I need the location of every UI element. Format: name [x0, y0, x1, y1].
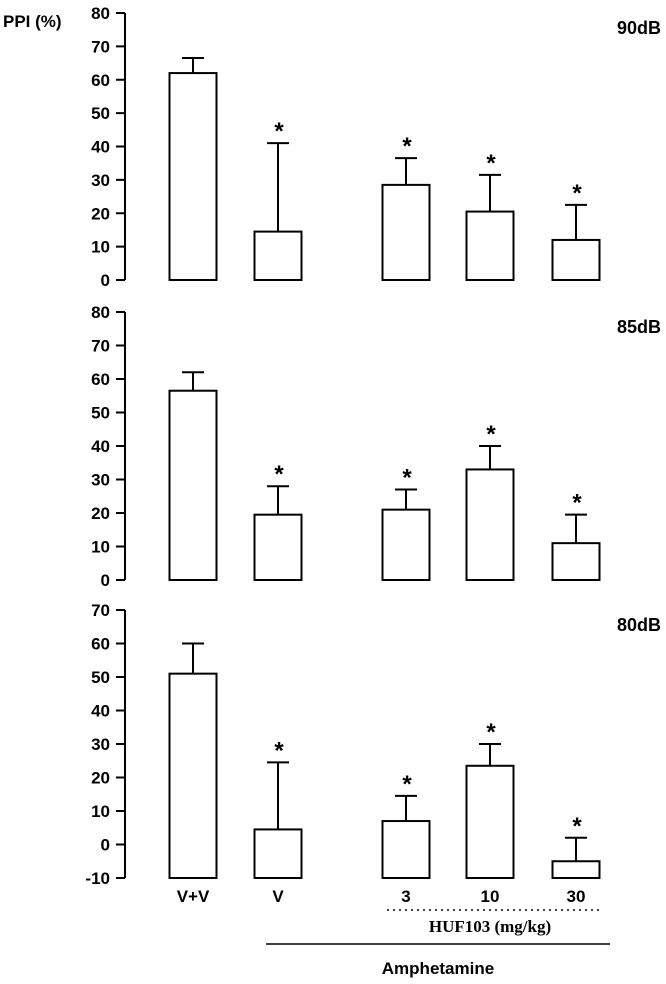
y-tick-label: 20 [91, 504, 110, 523]
y-tick-label: 50 [91, 404, 110, 423]
y-tick-label: 30 [91, 735, 110, 754]
x-label-dose-3: 3 [401, 887, 410, 906]
y-tick-label: 20 [91, 769, 110, 788]
y-tick-label: 70 [91, 337, 110, 356]
bar [465, 468, 515, 582]
y-tick-label: 60 [91, 635, 110, 654]
y-tick-label: 60 [91, 71, 110, 90]
panel-title: 85dB [617, 317, 661, 337]
significance-asterisk: * [402, 133, 412, 160]
panel-90dB: 0 10 20 30 40 50 60 70 80 90dB * * * * [91, 4, 661, 290]
significance-asterisk: * [572, 490, 582, 517]
significance-asterisk: * [572, 180, 582, 207]
panel-80dB: -10 0 10 20 30 40 50 60 70 80dB * * * * [85, 601, 661, 888]
panel-title: 80dB [617, 615, 661, 635]
y-tick-label: 40 [91, 437, 110, 456]
bar [253, 828, 303, 879]
significance-asterisk: * [274, 461, 284, 488]
y-tick-label: 20 [91, 204, 110, 223]
y-tick-label: 50 [91, 104, 110, 123]
bar [381, 508, 431, 581]
y-tick-label: 0 [101, 836, 110, 855]
bar [253, 230, 303, 281]
y-tick-label: 50 [91, 668, 110, 687]
bar [381, 183, 431, 282]
y-tick-label: 10 [91, 238, 110, 257]
y-tick-label: 80 [91, 4, 110, 23]
y-tick-label: 10 [91, 802, 110, 821]
bar [168, 72, 218, 281]
x-label-v: V [272, 887, 284, 906]
y-tick-label: 40 [91, 702, 110, 721]
y-tick-label: 0 [101, 571, 110, 590]
bar [551, 542, 601, 582]
bar [551, 860, 601, 879]
y-tick-label: 10 [91, 538, 110, 557]
x-label-dose-30: 30 [567, 887, 586, 906]
significance-asterisk: * [486, 150, 496, 177]
significance-asterisk: * [402, 771, 412, 798]
significance-asterisk: * [402, 465, 412, 492]
bar [465, 764, 515, 880]
bar [168, 389, 218, 581]
y-tick-label: 40 [91, 138, 110, 157]
panel-title: 90dB [617, 18, 661, 38]
y-tick-label: -10 [85, 869, 110, 888]
y-tick-label: 60 [91, 370, 110, 389]
y-tick-label: 80 [91, 303, 110, 322]
bar [551, 238, 601, 281]
bar [465, 210, 515, 281]
x-label-dose-10: 10 [481, 887, 500, 906]
bar [168, 672, 218, 880]
y-tick-label: 70 [91, 37, 110, 56]
bar [253, 513, 303, 581]
panel-85dB: 0 10 20 30 40 50 60 70 80 85dB * * * * [91, 303, 661, 590]
significance-asterisk: * [274, 118, 284, 145]
y-tick-label: 30 [91, 171, 110, 190]
chart-panels: 0 10 20 30 40 50 60 70 80 90dB * * * * 0 10 20 30 40 50 60 70… [85, 4, 661, 888]
significance-asterisk: * [486, 421, 496, 448]
amphetamine-label: Amphetamine [382, 959, 494, 978]
significance-asterisk: * [486, 719, 496, 746]
y-tick-label: 70 [91, 601, 110, 620]
huf103-dose-label: HUF103 (mg/kg) [429, 917, 551, 936]
y-axis-label: PPI (%) [3, 12, 62, 31]
y-tick-label: 30 [91, 471, 110, 490]
significance-asterisk: * [274, 737, 284, 764]
x-label-vv: V+V [177, 887, 210, 906]
significance-asterisk: * [572, 813, 582, 840]
y-tick-label: 0 [101, 271, 110, 290]
bar [381, 820, 431, 879]
